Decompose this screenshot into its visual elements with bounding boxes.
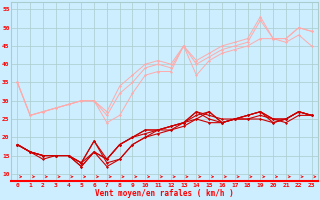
X-axis label: Vent moyen/en rafales ( km/h ): Vent moyen/en rafales ( km/h ) [95, 189, 234, 198]
